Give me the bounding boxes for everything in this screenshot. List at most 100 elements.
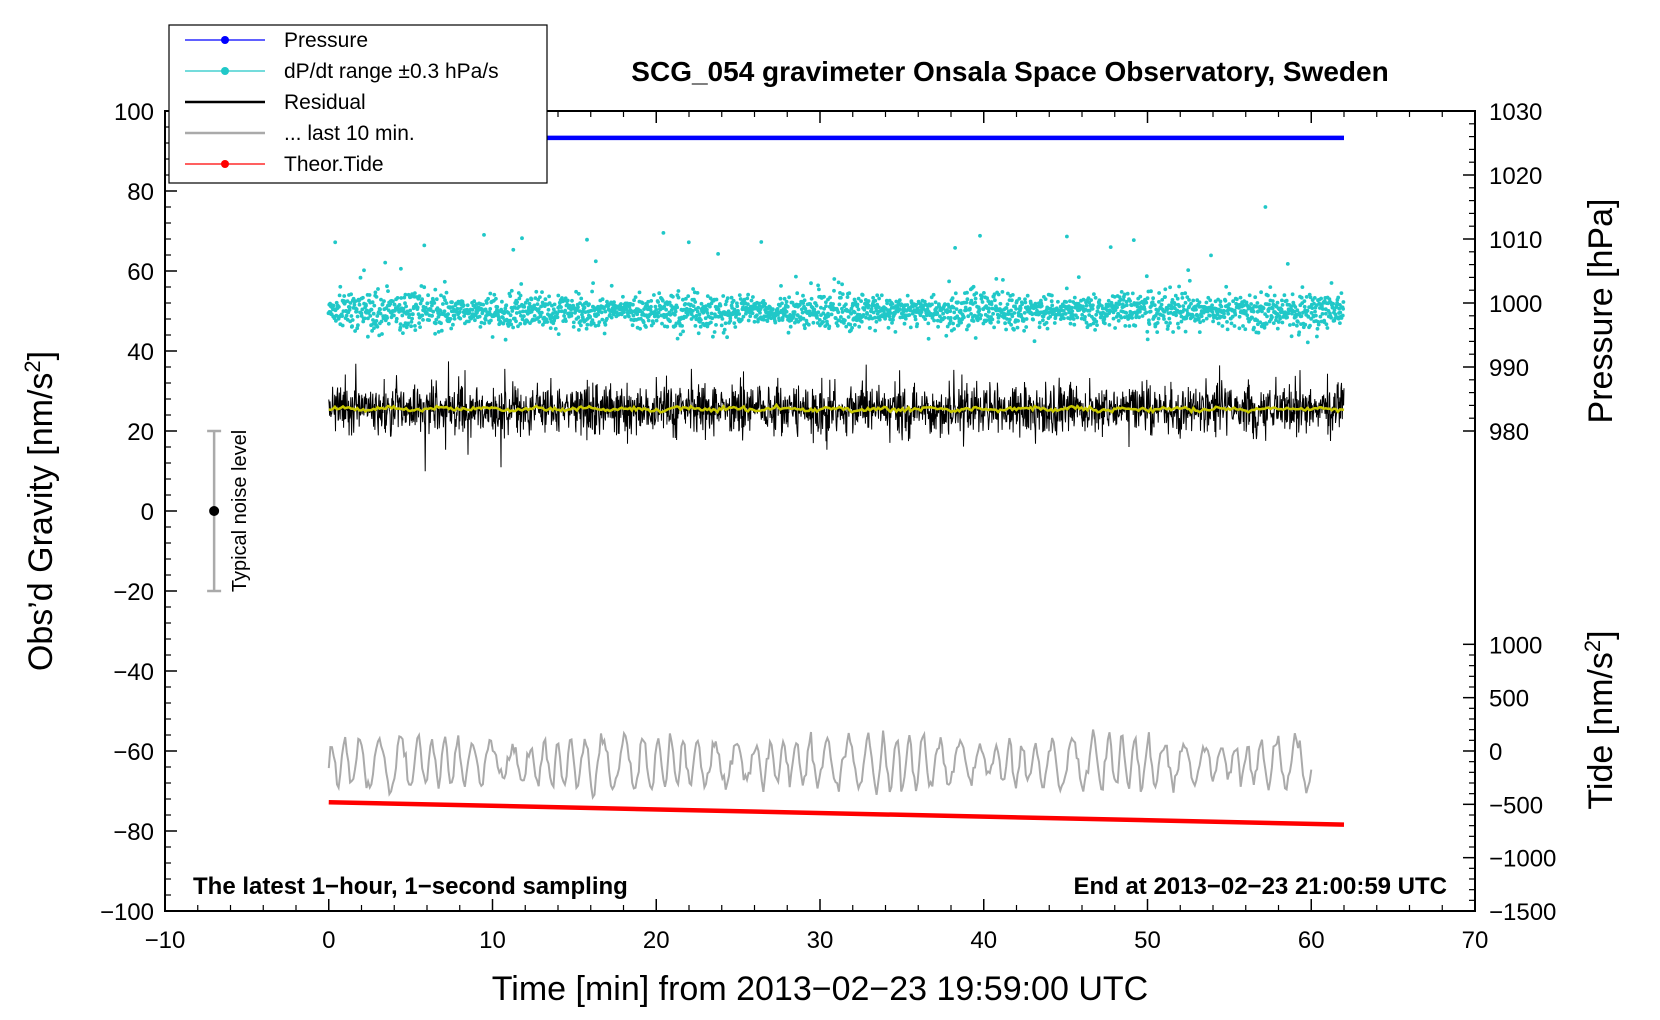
dpdt-point [855, 302, 860, 307]
dpdt-point [879, 293, 884, 298]
dpdt-point [1147, 322, 1152, 326]
dpdt-point [951, 321, 955, 326]
dpdt-point [442, 279, 447, 284]
dpdt-point [1275, 300, 1280, 305]
dpdt-point [811, 320, 816, 325]
dpdt-point [1299, 295, 1304, 300]
dpdt-point [791, 315, 796, 319]
dpdt-point [872, 303, 876, 308]
dpdt-point [600, 297, 605, 302]
dpdt-point [1338, 321, 1342, 325]
dpdt-point [998, 301, 1003, 306]
dpdt-point [1237, 326, 1242, 331]
dpdt-point [1272, 293, 1277, 298]
dpdt-point [705, 324, 710, 329]
dpdt-point [654, 307, 659, 312]
dpdt-point [1068, 299, 1072, 303]
dpdt-point [893, 330, 898, 334]
dpdt-point [947, 279, 951, 284]
dpdt-point [1088, 323, 1093, 327]
dpdt-point [370, 300, 375, 305]
dpdt-point [1222, 311, 1226, 316]
dpdt-point [589, 308, 594, 313]
dpdt-point [353, 329, 357, 333]
dpdt-point [585, 322, 590, 327]
dpdt-point [1290, 292, 1295, 297]
dpdt-point [1092, 292, 1096, 296]
dpdt-point [415, 305, 420, 310]
dpdt-point [519, 313, 523, 318]
dpdt-point [451, 322, 455, 327]
dpdt-point [518, 310, 522, 315]
dpdt-point [1008, 317, 1012, 322]
dpdt-point [856, 296, 861, 301]
dpdt-point [657, 291, 662, 296]
dpdt-point [649, 304, 653, 309]
dpdt-point [337, 305, 341, 309]
dpdt-point [1250, 315, 1254, 320]
dpdt-point [675, 305, 680, 310]
dpdt-point [691, 287, 695, 291]
dpdt-point [1039, 298, 1043, 303]
dpdt-point [651, 321, 656, 326]
dpdt-point [1305, 308, 1310, 313]
dpdt-point [737, 312, 742, 316]
dpdt-point [434, 317, 439, 322]
dpdt-point [1022, 311, 1027, 315]
pressure-tick-label: 1020 [1489, 163, 1542, 190]
dpdt-point [1225, 320, 1229, 324]
dpdt-point [1331, 301, 1335, 306]
dpdt-point [591, 281, 595, 285]
dpdt-point [603, 322, 608, 327]
dpdt-point [355, 326, 360, 331]
dpdt-point [1316, 322, 1321, 327]
dpdt-point [801, 301, 806, 305]
dpdt-point [696, 331, 701, 336]
legend-swatch-dot [221, 36, 229, 44]
dpdt-point [1009, 308, 1013, 313]
dpdt-point [1115, 305, 1119, 310]
dpdt-point [621, 294, 625, 299]
dpdt-point [458, 306, 463, 311]
dpdt-point [824, 300, 828, 305]
dpdt-point [501, 321, 506, 326]
dpdt-point [1261, 306, 1266, 311]
dpdt-point [994, 277, 999, 281]
dpdt-point [1280, 303, 1285, 307]
dpdt-point [973, 300, 978, 305]
dpdt-point [521, 309, 525, 314]
dpdt-point [1199, 314, 1204, 319]
y-tick-label: −100 [100, 899, 154, 926]
dpdt-point [965, 290, 969, 295]
dpdt-point [395, 296, 400, 300]
dpdt-point [780, 301, 784, 306]
dpdt-point [420, 297, 424, 302]
dpdt-point [1175, 308, 1180, 313]
dpdt-point [409, 320, 414, 324]
dpdt-point [989, 302, 994, 307]
noise-label: Typical noise level [229, 430, 251, 592]
dpdt-point [794, 274, 798, 279]
dpdt-point [1072, 322, 1077, 327]
dpdt-point [965, 327, 969, 332]
dpdt-point [673, 309, 678, 314]
tide-tick-label: −500 [1489, 792, 1543, 819]
dpdt-point [725, 296, 730, 301]
dpdt-point [943, 302, 947, 307]
dpdt-point [482, 233, 486, 237]
dpdt-point [1041, 318, 1045, 323]
dpdt-point [1209, 253, 1213, 258]
dpdt-point [737, 293, 742, 297]
legend-item: Pressure [185, 29, 368, 52]
dpdt-point [439, 328, 444, 333]
dpdt-point [1176, 321, 1180, 326]
dpdt-point [752, 319, 757, 324]
dpdt-point [1163, 287, 1168, 292]
dpdt-point [538, 295, 542, 299]
dpdt-point [864, 315, 868, 320]
dpdt-point [678, 332, 683, 337]
series-theor-tide [328, 799, 1345, 827]
dpdt-point [953, 291, 958, 296]
dpdt-point [1179, 319, 1184, 324]
dpdt-point [1095, 323, 1099, 327]
